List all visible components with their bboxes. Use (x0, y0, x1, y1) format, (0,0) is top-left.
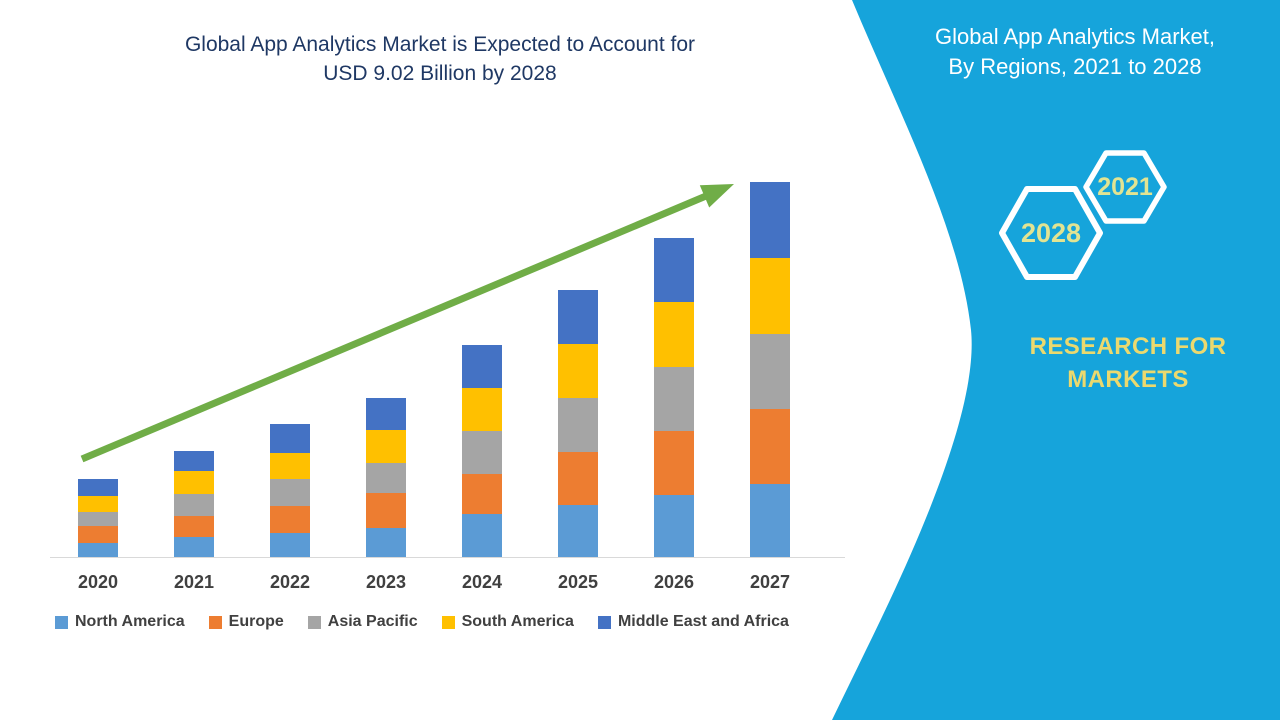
bar-segment-south-america (654, 302, 694, 368)
bar-segment-europe (462, 473, 502, 514)
bar-segment-north-america (366, 527, 406, 558)
legend-item-north-america: North America (55, 613, 185, 631)
bar-segment-europe (654, 431, 694, 495)
x-axis-label-2026: 2026 (653, 572, 695, 592)
bar-segment-south-america (750, 258, 790, 334)
legend-marker-icon (441, 615, 455, 629)
bar-segment-europe (558, 451, 598, 505)
legend-item-middle-east-and-africa: Middle East and Africa (597, 613, 789, 631)
hexagon-outline-icon (1083, 150, 1167, 224)
legend-label: Asia Pacific (327, 613, 418, 630)
bar-segment-asia-pacific (366, 463, 406, 494)
bar-segment-europe (78, 526, 118, 543)
legend-label: Europe (228, 613, 284, 630)
bar-segment-north-america (654, 494, 694, 558)
bar-2020 (78, 170, 118, 558)
brand-line1: RESEARCH FOR (1029, 333, 1227, 360)
bar-segment-middle-east-and-africa (750, 182, 790, 259)
side-panel-heading-line2: By Regions, 2021 to 2028 (948, 54, 1202, 79)
bar-segment-south-america (558, 343, 598, 398)
bar-2026 (654, 170, 694, 558)
x-axis-label-2022: 2022 (269, 572, 311, 592)
chart-title: Global App Analytics Market is Expected … (70, 30, 810, 88)
bar-2025 (558, 170, 598, 558)
brand-name: RESEARCH FOR MARKETS (1000, 330, 1256, 396)
x-axis-label-2025: 2025 (557, 572, 599, 592)
bar-segment-middle-east-and-africa (174, 451, 214, 472)
bar-segment-asia-pacific (558, 397, 598, 452)
bar-segment-south-america (270, 452, 310, 480)
bar-segment-asia-pacific (78, 511, 118, 527)
x-axis-labels: 2020 2021 2022 2023 2024 2025 2026 2027 (50, 572, 850, 596)
x-axis-label-2027: 2027 (749, 572, 791, 592)
bar-chart (50, 170, 850, 558)
bar-2027 (750, 170, 790, 558)
bar-2023 (366, 170, 406, 558)
bar-2021 (174, 170, 214, 558)
chart-title-line1: Global App Analytics Market is Expected … (184, 33, 696, 56)
bar-segment-middle-east-and-africa (654, 238, 694, 303)
legend-item-europe: Europe (208, 613, 284, 631)
bar-segment-middle-east-and-africa (558, 290, 598, 344)
legend-marker-icon (307, 615, 321, 629)
bar-segment-middle-east-and-africa (462, 345, 502, 389)
bar-segment-asia-pacific (174, 493, 214, 516)
hexagon-outline-icon (999, 186, 1103, 280)
bar-segment-north-america (462, 513, 502, 558)
bar-segment-north-america (750, 484, 790, 558)
side-panel-heading-line1: Global App Analytics Market, (934, 24, 1216, 49)
x-axis-line (50, 557, 845, 558)
hexagon-2021: 2021 (1083, 150, 1167, 224)
hexagon-year-label: 2021 (1097, 172, 1153, 201)
legend-item-asia-pacific: Asia Pacific (307, 613, 418, 631)
bar-segment-south-america (174, 471, 214, 494)
bar-segment-south-america (462, 388, 502, 432)
bar-segment-europe (270, 506, 310, 534)
trend-arrow (80, 184, 734, 463)
bar-segment-north-america (558, 504, 598, 558)
hexagon-2028: 2028 (999, 186, 1103, 280)
bar-segment-middle-east-and-africa (270, 424, 310, 453)
x-axis-label-2020: 2020 (77, 572, 119, 592)
bar-2022 (270, 170, 310, 558)
bar-segment-north-america (270, 533, 310, 558)
bar-segment-asia-pacific (750, 333, 790, 409)
bar-2024 (462, 170, 502, 558)
bar-segment-north-america (174, 536, 214, 558)
bar-segment-middle-east-and-africa (366, 398, 406, 431)
hexagon-year-label: 2028 (1020, 217, 1082, 248)
bar-segment-asia-pacific (462, 431, 502, 474)
legend-marker-icon (208, 615, 222, 629)
legend-marker-icon (597, 615, 611, 629)
brand-line2: MARKETS (1067, 366, 1189, 393)
bar-segment-middle-east-and-africa (78, 479, 118, 496)
x-axis-label-2021: 2021 (173, 572, 215, 592)
bar-segment-europe (366, 493, 406, 528)
bar-segment-north-america (78, 542, 118, 558)
legend-item-south-america: South America (441, 613, 574, 631)
x-axis-label-2023: 2023 (365, 572, 407, 592)
bar-segment-south-america (78, 495, 118, 512)
bar-segment-south-america (366, 430, 406, 463)
bar-segment-asia-pacific (270, 479, 310, 507)
side-panel-heading: Global App Analytics Market, By Regions,… (890, 22, 1260, 82)
chart-title-line2: USD 9.02 Billion by 2028 (323, 62, 557, 85)
bar-segment-europe (174, 515, 214, 537)
legend-marker-icon (55, 615, 68, 629)
legend: North America Europe Asia Pacific South Ame… (55, 613, 845, 631)
legend-label: North America (75, 613, 185, 630)
x-axis-label-2024: 2024 (461, 572, 503, 592)
legend-label: South America (461, 613, 574, 630)
legend-label: Middle East and Africa (617, 613, 789, 630)
bar-segment-asia-pacific (654, 367, 694, 432)
bar-segment-europe (750, 408, 790, 485)
